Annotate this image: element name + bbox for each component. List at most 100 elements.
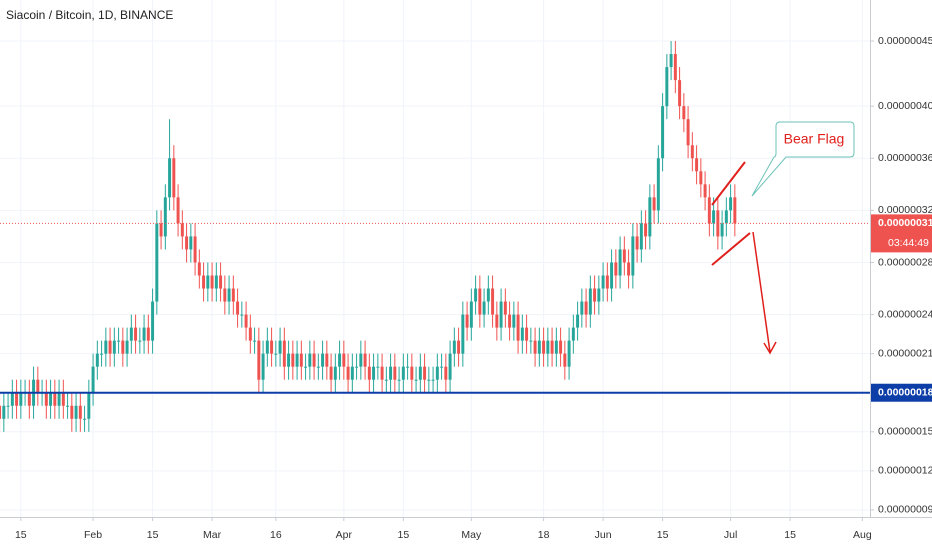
candle-body <box>427 379 431 381</box>
candle-body <box>512 314 516 328</box>
candle-body <box>729 197 733 211</box>
candle-body <box>202 275 206 289</box>
candle-body <box>112 340 116 354</box>
candle-body <box>2 405 6 419</box>
candle-body <box>499 301 503 328</box>
candle-body <box>108 340 112 354</box>
candle-body <box>567 340 571 367</box>
x-tick-label: Jul <box>724 529 737 541</box>
candle-body <box>104 340 108 354</box>
candle-body <box>49 392 53 406</box>
x-tick-label: 15 <box>397 529 409 541</box>
candle-body <box>601 275 605 289</box>
y-tick-label: 0.00000032 <box>878 204 932 216</box>
last-price-label: 0.00000031 <box>878 217 932 229</box>
candle-body <box>87 392 91 419</box>
candle-body <box>193 236 197 263</box>
candle-body <box>134 327 138 341</box>
candle-body <box>627 262 631 276</box>
candle-body <box>227 288 231 302</box>
candle-body <box>19 392 23 406</box>
candle-body <box>287 353 291 367</box>
candle-body <box>503 301 507 315</box>
candle-body <box>159 223 163 237</box>
candle-body <box>278 340 282 354</box>
candle-body <box>452 340 456 354</box>
candle-body <box>542 340 546 354</box>
candle-body <box>176 197 180 224</box>
candle-body <box>444 366 448 380</box>
candle-body <box>482 301 486 315</box>
candle-body <box>312 353 316 367</box>
x-tick-label: Aug <box>853 529 872 541</box>
candle-body <box>673 54 677 81</box>
candle-body <box>91 366 95 393</box>
candle-body <box>36 379 40 393</box>
flag-upper-line <box>711 161 746 206</box>
candle-body <box>376 366 380 368</box>
candle-body <box>253 340 257 342</box>
candle-body <box>185 236 189 250</box>
candle-body <box>491 288 495 315</box>
candle-body <box>457 340 461 354</box>
support-label-box <box>871 383 932 402</box>
candle-body <box>495 314 499 328</box>
candle-body <box>53 392 57 406</box>
candle-body <box>95 353 99 367</box>
candle-body <box>231 288 235 302</box>
candle-body <box>550 340 554 354</box>
candle-body <box>295 353 299 367</box>
candle-body <box>644 223 648 237</box>
x-tick-label: 18 <box>538 529 550 541</box>
candle-body <box>478 288 482 315</box>
candle-body <box>724 210 728 224</box>
candle-body <box>367 366 371 380</box>
candle-body <box>57 392 61 406</box>
candle-body <box>350 366 354 380</box>
candle-body <box>308 353 312 367</box>
y-tick-label: 0.00000015 <box>878 426 932 438</box>
candle-body <box>6 405 10 407</box>
candle-body <box>214 275 218 289</box>
candle-body <box>682 106 686 120</box>
candle-body <box>333 366 337 380</box>
x-tick-label: Mar <box>203 529 222 541</box>
candle-body <box>15 392 19 406</box>
candle-body <box>321 353 325 367</box>
candle-body <box>142 327 146 341</box>
candle-body <box>520 327 524 341</box>
candle-body <box>197 262 201 276</box>
x-tick-label: Apr <box>336 529 353 541</box>
candle-body <box>389 366 393 380</box>
candle-body <box>733 197 737 224</box>
candle-body <box>584 301 588 315</box>
candle-body <box>597 288 601 302</box>
candle-body <box>440 366 444 368</box>
candle-body <box>363 353 367 367</box>
candle-body <box>622 249 626 263</box>
candle-body <box>669 54 673 68</box>
candle-body <box>180 223 184 237</box>
callout-text: Bear Flag <box>784 131 845 147</box>
candle-body <box>291 353 295 367</box>
candle-body <box>648 197 652 237</box>
candle-body <box>401 366 405 380</box>
y-tick-label: 0.00000028 <box>878 256 932 268</box>
candle-body <box>610 262 614 289</box>
candle-body <box>414 379 418 381</box>
candle-body <box>270 340 274 354</box>
candle-body <box>563 353 567 367</box>
candle-body <box>27 392 31 406</box>
y-tick-label: 0.00000040 <box>878 100 932 112</box>
candle-body <box>325 353 329 367</box>
candle-body <box>66 405 70 407</box>
candle-body <box>699 171 703 185</box>
candle-body <box>516 314 520 341</box>
candle-body <box>236 301 240 315</box>
axes: 15 Feb 15 Mar 16 Apr 15 May 18 Jun 15 Jul 15 Aug 0.000… <box>15 35 932 541</box>
candle-body <box>465 314 469 328</box>
candle-body <box>117 340 121 342</box>
candle-body <box>393 366 397 380</box>
candle-body <box>304 366 308 368</box>
